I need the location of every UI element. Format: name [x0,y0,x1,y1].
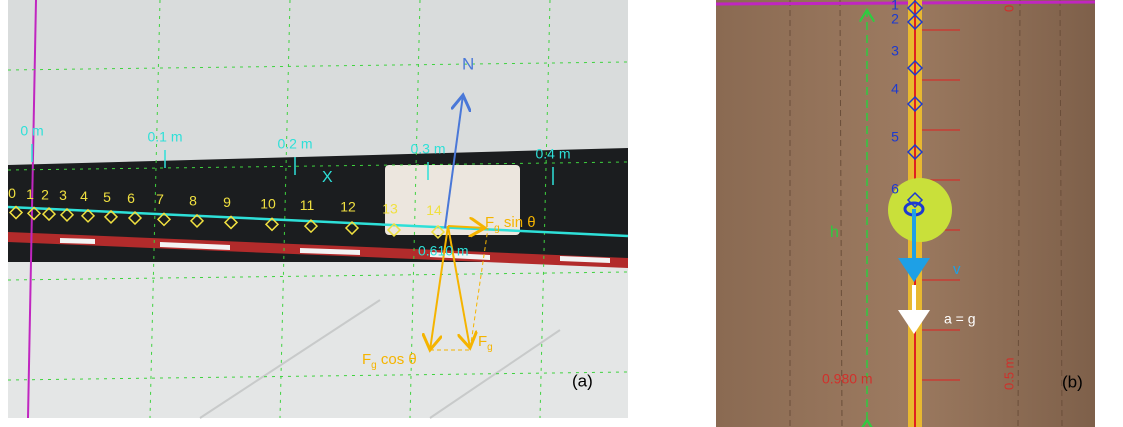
scale-label: 0.1 m [147,129,182,145]
frame-number: 14 [426,202,442,218]
figure: N X Fg sin θ Fg Fg cos θ 0.610 m (a) h v… [0,0,1123,427]
height-label: h [830,224,839,241]
frame-number: 2 [891,11,899,27]
frame-number: 9 [223,194,231,210]
position-label: 0.610 m [418,243,469,259]
panel-label: (b) [1062,372,1083,391]
frame-number: 10 [260,195,276,211]
axis-x-label: X [322,169,333,186]
frame-number: 0 [8,185,16,201]
ruler-mark: 0.5 m [1001,357,1016,390]
frame-number: 4 [80,188,88,204]
frame-number: 5 [103,189,111,205]
frame-number: 1 [26,186,34,202]
force-perpendicular-label: Fg cos θ [362,351,417,371]
panel-a: N X Fg sin θ Fg Fg cos θ 0.610 m (a) [8,0,628,418]
scale-label: 0 m [20,123,43,139]
frame-number: 11 [300,197,315,213]
floor [8,240,628,418]
frame-number: 8 [189,192,197,208]
ruler-top: 0 [1001,5,1016,12]
frame-number: 6 [891,181,899,197]
scale-label: 0.3 m [410,141,445,157]
panel-label: (a) [572,371,593,390]
scale-label: 0.4 m [535,146,570,162]
frame-number: 3 [59,187,67,203]
top-line [716,2,1095,4]
frame-number: 5 [891,129,899,145]
distance-label: 0.980 m [822,371,873,387]
force-parallel-label: Fg sin θ [485,214,536,234]
scale-label: 0.2 m [277,136,312,152]
frame-number: 12 [340,199,356,215]
acceleration-label: a = g [944,311,976,327]
frame-number: 2 [41,187,49,203]
velocity-label: v [953,261,961,278]
normal-label: N [462,54,474,73]
frame-number: 7 [156,191,164,207]
panel-b: h v a = g 0.980 m 0.5 m 0 (b) [716,0,1095,427]
frame-number: 4 [891,81,899,97]
frame-number: 3 [891,43,899,59]
frame-number: 13 [382,200,398,216]
frame-number: 6 [127,190,135,206]
